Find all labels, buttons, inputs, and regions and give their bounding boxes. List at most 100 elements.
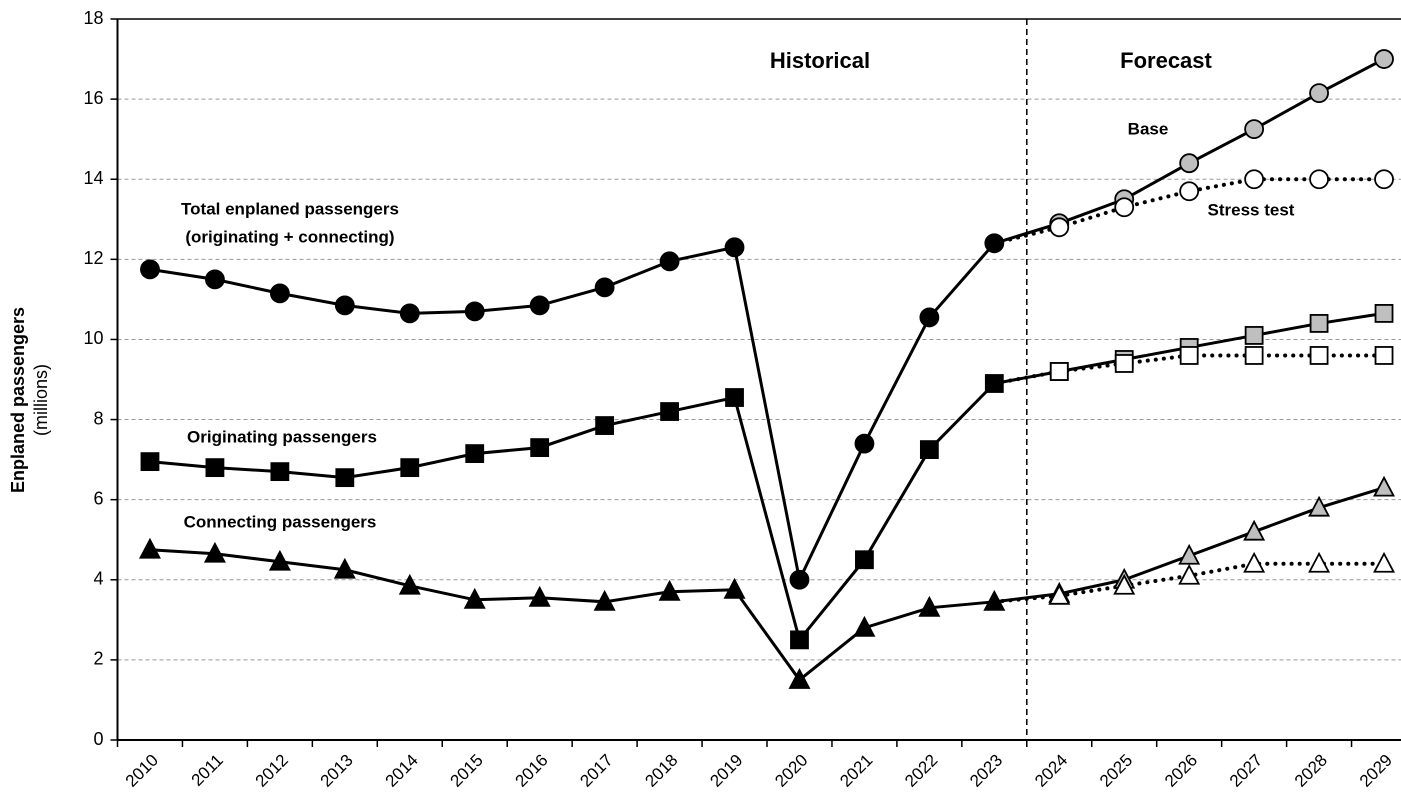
point bbox=[660, 402, 679, 421]
point bbox=[789, 569, 810, 590]
point bbox=[593, 589, 616, 611]
point bbox=[1049, 362, 1069, 381]
point bbox=[1243, 519, 1266, 541]
point bbox=[1244, 346, 1264, 365]
point bbox=[984, 233, 1005, 254]
point bbox=[790, 630, 809, 650]
y-tick-label: 6 bbox=[93, 488, 103, 508]
point bbox=[1374, 304, 1394, 323]
point bbox=[398, 573, 421, 595]
x-tick-label: 2013 bbox=[317, 751, 357, 791]
point bbox=[1178, 563, 1201, 585]
y-tick-label: 0 bbox=[93, 729, 103, 749]
x-tick-label: 2027 bbox=[1226, 751, 1266, 791]
point bbox=[1309, 346, 1329, 365]
x-tick-label: 2011 bbox=[188, 751, 227, 790]
x-tick-label: 2026 bbox=[1161, 751, 1201, 791]
point bbox=[138, 537, 161, 559]
x-tick-label: 2025 bbox=[1096, 751, 1136, 791]
point bbox=[1179, 346, 1199, 365]
base-line bbox=[1058, 486, 1385, 596]
base-label: Base bbox=[1128, 119, 1169, 138]
x-tick-label: 2018 bbox=[641, 751, 681, 791]
base-link bbox=[994, 592, 1060, 604]
point bbox=[529, 295, 550, 316]
point bbox=[854, 433, 875, 454]
point bbox=[465, 444, 485, 464]
point bbox=[919, 307, 940, 328]
point bbox=[724, 237, 745, 258]
stress-line bbox=[1057, 561, 1387, 598]
point bbox=[400, 458, 420, 478]
point bbox=[855, 550, 874, 570]
y-tick-label: 8 bbox=[93, 408, 103, 428]
forecast-label: Forecast bbox=[1120, 48, 1212, 73]
point bbox=[659, 251, 680, 272]
x-tick-label: 2019 bbox=[706, 751, 746, 791]
point bbox=[528, 585, 551, 607]
series-label: Originating passengers bbox=[187, 427, 377, 446]
point bbox=[1309, 83, 1329, 104]
point bbox=[334, 295, 355, 316]
point bbox=[919, 440, 939, 459]
point bbox=[399, 303, 420, 324]
point bbox=[1373, 475, 1396, 497]
point bbox=[984, 374, 1004, 393]
point bbox=[1179, 181, 1200, 202]
point bbox=[205, 269, 225, 290]
point bbox=[1049, 217, 1070, 238]
point bbox=[140, 452, 160, 472]
point bbox=[1048, 583, 1071, 605]
x-tick-label: 2028 bbox=[1291, 751, 1331, 791]
y-axis-subtitle: (millions) bbox=[31, 364, 51, 436]
base-link bbox=[994, 370, 1060, 385]
x-tick-label: 2023 bbox=[966, 751, 1006, 791]
point bbox=[725, 388, 744, 407]
y-tick-label: 10 bbox=[83, 328, 103, 348]
y-tick-label: 18 bbox=[83, 8, 103, 28]
point bbox=[463, 587, 486, 609]
point bbox=[1244, 169, 1265, 190]
history-line bbox=[149, 382, 996, 644]
y-tick-label: 4 bbox=[93, 569, 103, 589]
point bbox=[1374, 346, 1394, 365]
series-label: (originating + connecting) bbox=[185, 227, 394, 246]
point bbox=[530, 438, 550, 457]
x-tick-label: 2017 bbox=[576, 751, 616, 791]
stress-link bbox=[992, 225, 1062, 246]
y-tick-label: 16 bbox=[83, 88, 103, 108]
point bbox=[853, 615, 876, 637]
point bbox=[1308, 495, 1331, 517]
point bbox=[464, 301, 485, 322]
point bbox=[788, 667, 811, 689]
point bbox=[1178, 543, 1201, 565]
series-label: Connecting passengers bbox=[184, 512, 377, 531]
point bbox=[1244, 119, 1265, 140]
point bbox=[1374, 49, 1394, 69]
base-line bbox=[1058, 57, 1385, 225]
x-tick-label: 2015 bbox=[447, 751, 487, 791]
x-tick-label: 2020 bbox=[771, 751, 811, 791]
x-tick-label: 2021 bbox=[836, 751, 876, 791]
point bbox=[1243, 551, 1266, 573]
stress-label: Stress test bbox=[1208, 200, 1295, 219]
point bbox=[1114, 354, 1134, 373]
y-tick-label: 2 bbox=[93, 649, 103, 669]
x-tick-label: 2024 bbox=[1031, 751, 1071, 791]
point bbox=[1373, 551, 1396, 573]
point bbox=[203, 541, 226, 563]
point bbox=[270, 462, 290, 482]
point bbox=[335, 468, 355, 488]
point bbox=[140, 259, 160, 280]
y-tick-label: 14 bbox=[83, 168, 103, 188]
stress-line bbox=[1057, 177, 1387, 230]
point bbox=[1374, 169, 1394, 190]
point bbox=[333, 557, 356, 579]
x-tick-label: 2016 bbox=[511, 751, 551, 791]
history-line bbox=[149, 242, 996, 585]
historical-label: Historical bbox=[770, 48, 870, 73]
point bbox=[269, 283, 290, 304]
point bbox=[1244, 326, 1264, 345]
point bbox=[1114, 197, 1135, 218]
x-tick-label: 2010 bbox=[122, 751, 162, 791]
